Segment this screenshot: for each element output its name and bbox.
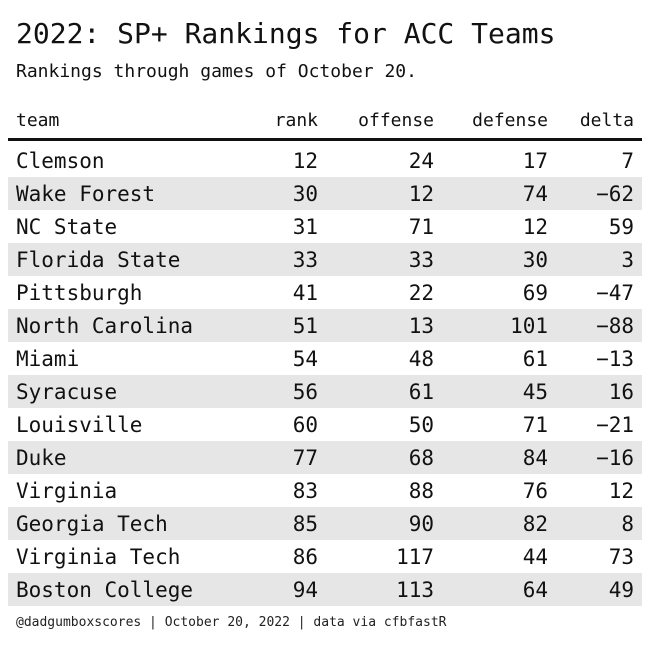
cell-defense: 71	[522, 412, 548, 437]
cell-offense: 12	[326, 177, 442, 210]
cell-delta: −88	[556, 309, 642, 342]
cell-offense: 71	[408, 214, 434, 239]
column-header-rank: rank	[254, 102, 326, 141]
cell-team: Clemson	[16, 148, 105, 173]
cell-rank: 41	[292, 280, 318, 305]
cell-delta: 73	[608, 544, 634, 569]
cell-defense: 82	[442, 507, 556, 540]
cell-team: Florida State	[8, 243, 254, 276]
cell-delta: 49	[556, 573, 642, 606]
cell-team: Virginia Tech	[16, 544, 181, 569]
cell-delta: 12	[608, 478, 634, 503]
cell-defense: 84	[442, 441, 556, 474]
page-subtitle: Rankings through games of October 20.	[16, 61, 417, 82]
cell-offense: 113	[326, 573, 442, 606]
cell-defense: 76	[522, 478, 548, 503]
table-row: Clemson 12 24 17 7	[8, 140, 642, 178]
cell-team: Pittsburgh	[16, 280, 143, 305]
table-row: Georgia Tech 85 90 82 8	[8, 507, 642, 540]
table-row: Florida State 33 33 30 3	[8, 243, 642, 276]
cell-rank: 77	[254, 441, 326, 474]
cell-defense: 101	[442, 309, 556, 342]
cell-rank: 31	[292, 214, 318, 239]
table-row: North Carolina 51 13 101 −88	[8, 309, 642, 342]
table-row: Wake Forest 30 12 74 −62	[8, 177, 642, 210]
cell-team: Duke	[8, 441, 254, 474]
cell-delta: −21	[596, 412, 634, 437]
cell-delta: −47	[596, 280, 634, 305]
cell-team: Boston College	[8, 573, 254, 606]
cell-rank: 86	[292, 544, 318, 569]
table-body: Clemson 12 24 17 7 Wake Forest 30 12 74 −62 NC Sta…	[8, 140, 642, 606]
cell-offense: 33	[326, 243, 442, 276]
cell-team: North Carolina	[8, 309, 254, 342]
page-title: 2022: SP+ Rankings for ACC Teams	[16, 17, 556, 50]
table-row: Syracuse 56 61 45 16	[8, 375, 642, 408]
cell-offense: 13	[326, 309, 442, 342]
table-row: Louisville 60 50 71 −21	[8, 408, 642, 441]
cell-delta: 3	[556, 243, 642, 276]
cell-defense: 30	[442, 243, 556, 276]
cell-delta: 16	[556, 375, 642, 408]
cell-team: Louisville	[16, 412, 143, 437]
cell-defense: 61	[522, 346, 548, 371]
column-header-offense: offense	[326, 102, 442, 141]
cell-rank: 60	[292, 412, 318, 437]
cell-rank: 85	[254, 507, 326, 540]
table-row: Miami 54 48 61 −13	[8, 342, 642, 375]
cell-offense: 68	[326, 441, 442, 474]
cell-defense: 64	[442, 573, 556, 606]
table-row: Boston College 94 113 64 49	[8, 573, 642, 606]
cell-offense: 90	[326, 507, 442, 540]
cell-team: Syracuse	[8, 375, 254, 408]
table-row: Pittsburgh 41 22 69 −47	[8, 276, 642, 309]
cell-team: Virginia	[16, 478, 118, 503]
cell-delta: −13	[596, 346, 634, 371]
cell-defense: 12	[522, 214, 548, 239]
rankings-table: team rank offense defense delta Clemson 1…	[8, 102, 642, 606]
cell-delta: −62	[556, 177, 642, 210]
cell-delta: −16	[556, 441, 642, 474]
column-header-defense: defense	[442, 102, 556, 141]
cell-rank: 51	[254, 309, 326, 342]
cell-rank: 56	[254, 375, 326, 408]
cell-team: Wake Forest	[8, 177, 254, 210]
cell-offense: 50	[408, 412, 434, 437]
cell-rank: 33	[254, 243, 326, 276]
footer-credit: @dadgumboxscores | October 20, 2022 | da…	[16, 615, 447, 630]
cell-delta: 59	[608, 214, 634, 239]
cell-defense: 69	[522, 280, 548, 305]
cell-defense: 17	[522, 148, 548, 173]
cell-rank: 83	[292, 478, 318, 503]
cell-delta: 8	[556, 507, 642, 540]
cell-rank: 54	[292, 346, 318, 371]
cell-offense: 48	[408, 346, 434, 371]
cell-rank: 30	[254, 177, 326, 210]
cell-rank: 12	[292, 148, 318, 173]
cell-team: NC State	[16, 214, 118, 239]
column-header-delta: delta	[556, 102, 642, 141]
cell-defense: 45	[442, 375, 556, 408]
cell-delta: 7	[621, 148, 634, 173]
table-header: team rank offense defense delta	[8, 102, 642, 141]
column-header-team: team	[8, 102, 254, 141]
cell-offense: 22	[408, 280, 434, 305]
cell-team: Georgia Tech	[8, 507, 254, 540]
cell-offense: 88	[408, 478, 434, 503]
cell-offense: 61	[326, 375, 442, 408]
cell-team: Miami	[16, 346, 80, 371]
cell-rank: 94	[254, 573, 326, 606]
cell-offense: 117	[396, 544, 434, 569]
table-row: Virginia 83 88 76 12	[8, 474, 642, 507]
table-row: Duke 77 68 84 −16	[8, 441, 642, 474]
table-row: Virginia Tech 86 117 44 73	[8, 540, 642, 573]
cell-offense: 24	[408, 148, 434, 173]
cell-defense: 74	[442, 177, 556, 210]
cell-defense: 44	[522, 544, 548, 569]
table-row: NC State 31 71 12 59	[8, 210, 642, 243]
header-row: team rank offense defense delta	[8, 102, 642, 141]
